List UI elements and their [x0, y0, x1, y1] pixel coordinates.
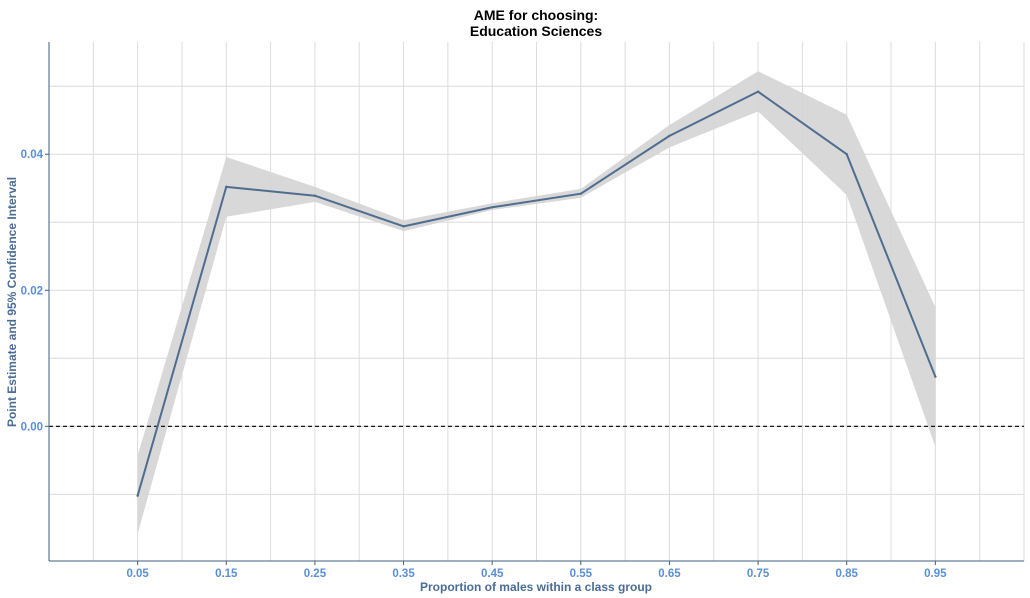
- y-tick-label: 0.04: [21, 149, 44, 161]
- grid: [49, 42, 1025, 561]
- x-axis-title: Proportion of males within a class group: [420, 580, 652, 594]
- chart-title-line-2: Education Sciences: [470, 23, 602, 39]
- data-point: [579, 192, 583, 195]
- axes: [45, 42, 1024, 565]
- y-tick-label: 0.02: [21, 285, 43, 297]
- data-point: [313, 194, 317, 197]
- data-point: [225, 185, 228, 189]
- series-layer: [136, 90, 937, 497]
- tick-labels: 0.05 0.15 0.25 0.35 0.45 0.55 0.65 0.75 0.85 0.95…: [21, 149, 948, 580]
- x-tick-label: 0.85: [836, 568, 859, 580]
- data-point: [934, 375, 937, 378]
- data-point: [402, 225, 405, 228]
- y-tick-label: 0.00: [21, 421, 43, 433]
- data-point: [668, 134, 671, 138]
- data-point: [136, 494, 139, 497]
- point-estimate-line: [136, 90, 937, 496]
- x-tick-label: 0.15: [215, 568, 238, 580]
- x-tick-label: 0.35: [392, 568, 415, 580]
- x-tick-label: 0.45: [481, 568, 504, 580]
- chart-title-line-1: AME for choosing:: [474, 7, 598, 23]
- data-point: [490, 206, 494, 209]
- x-tick-label: 0.65: [658, 568, 681, 580]
- y-axis-title: Point Estimate and 95% Confidence Interv…: [5, 177, 19, 427]
- data-point: [756, 90, 760, 93]
- data-point: [845, 153, 848, 156]
- x-tick-label: 0.55: [570, 568, 593, 580]
- x-tick-label: 0.75: [747, 568, 770, 580]
- x-tick-label: 0.25: [304, 568, 327, 580]
- x-tick-label: 0.95: [924, 568, 947, 580]
- x-tick-label: 0.05: [126, 568, 149, 580]
